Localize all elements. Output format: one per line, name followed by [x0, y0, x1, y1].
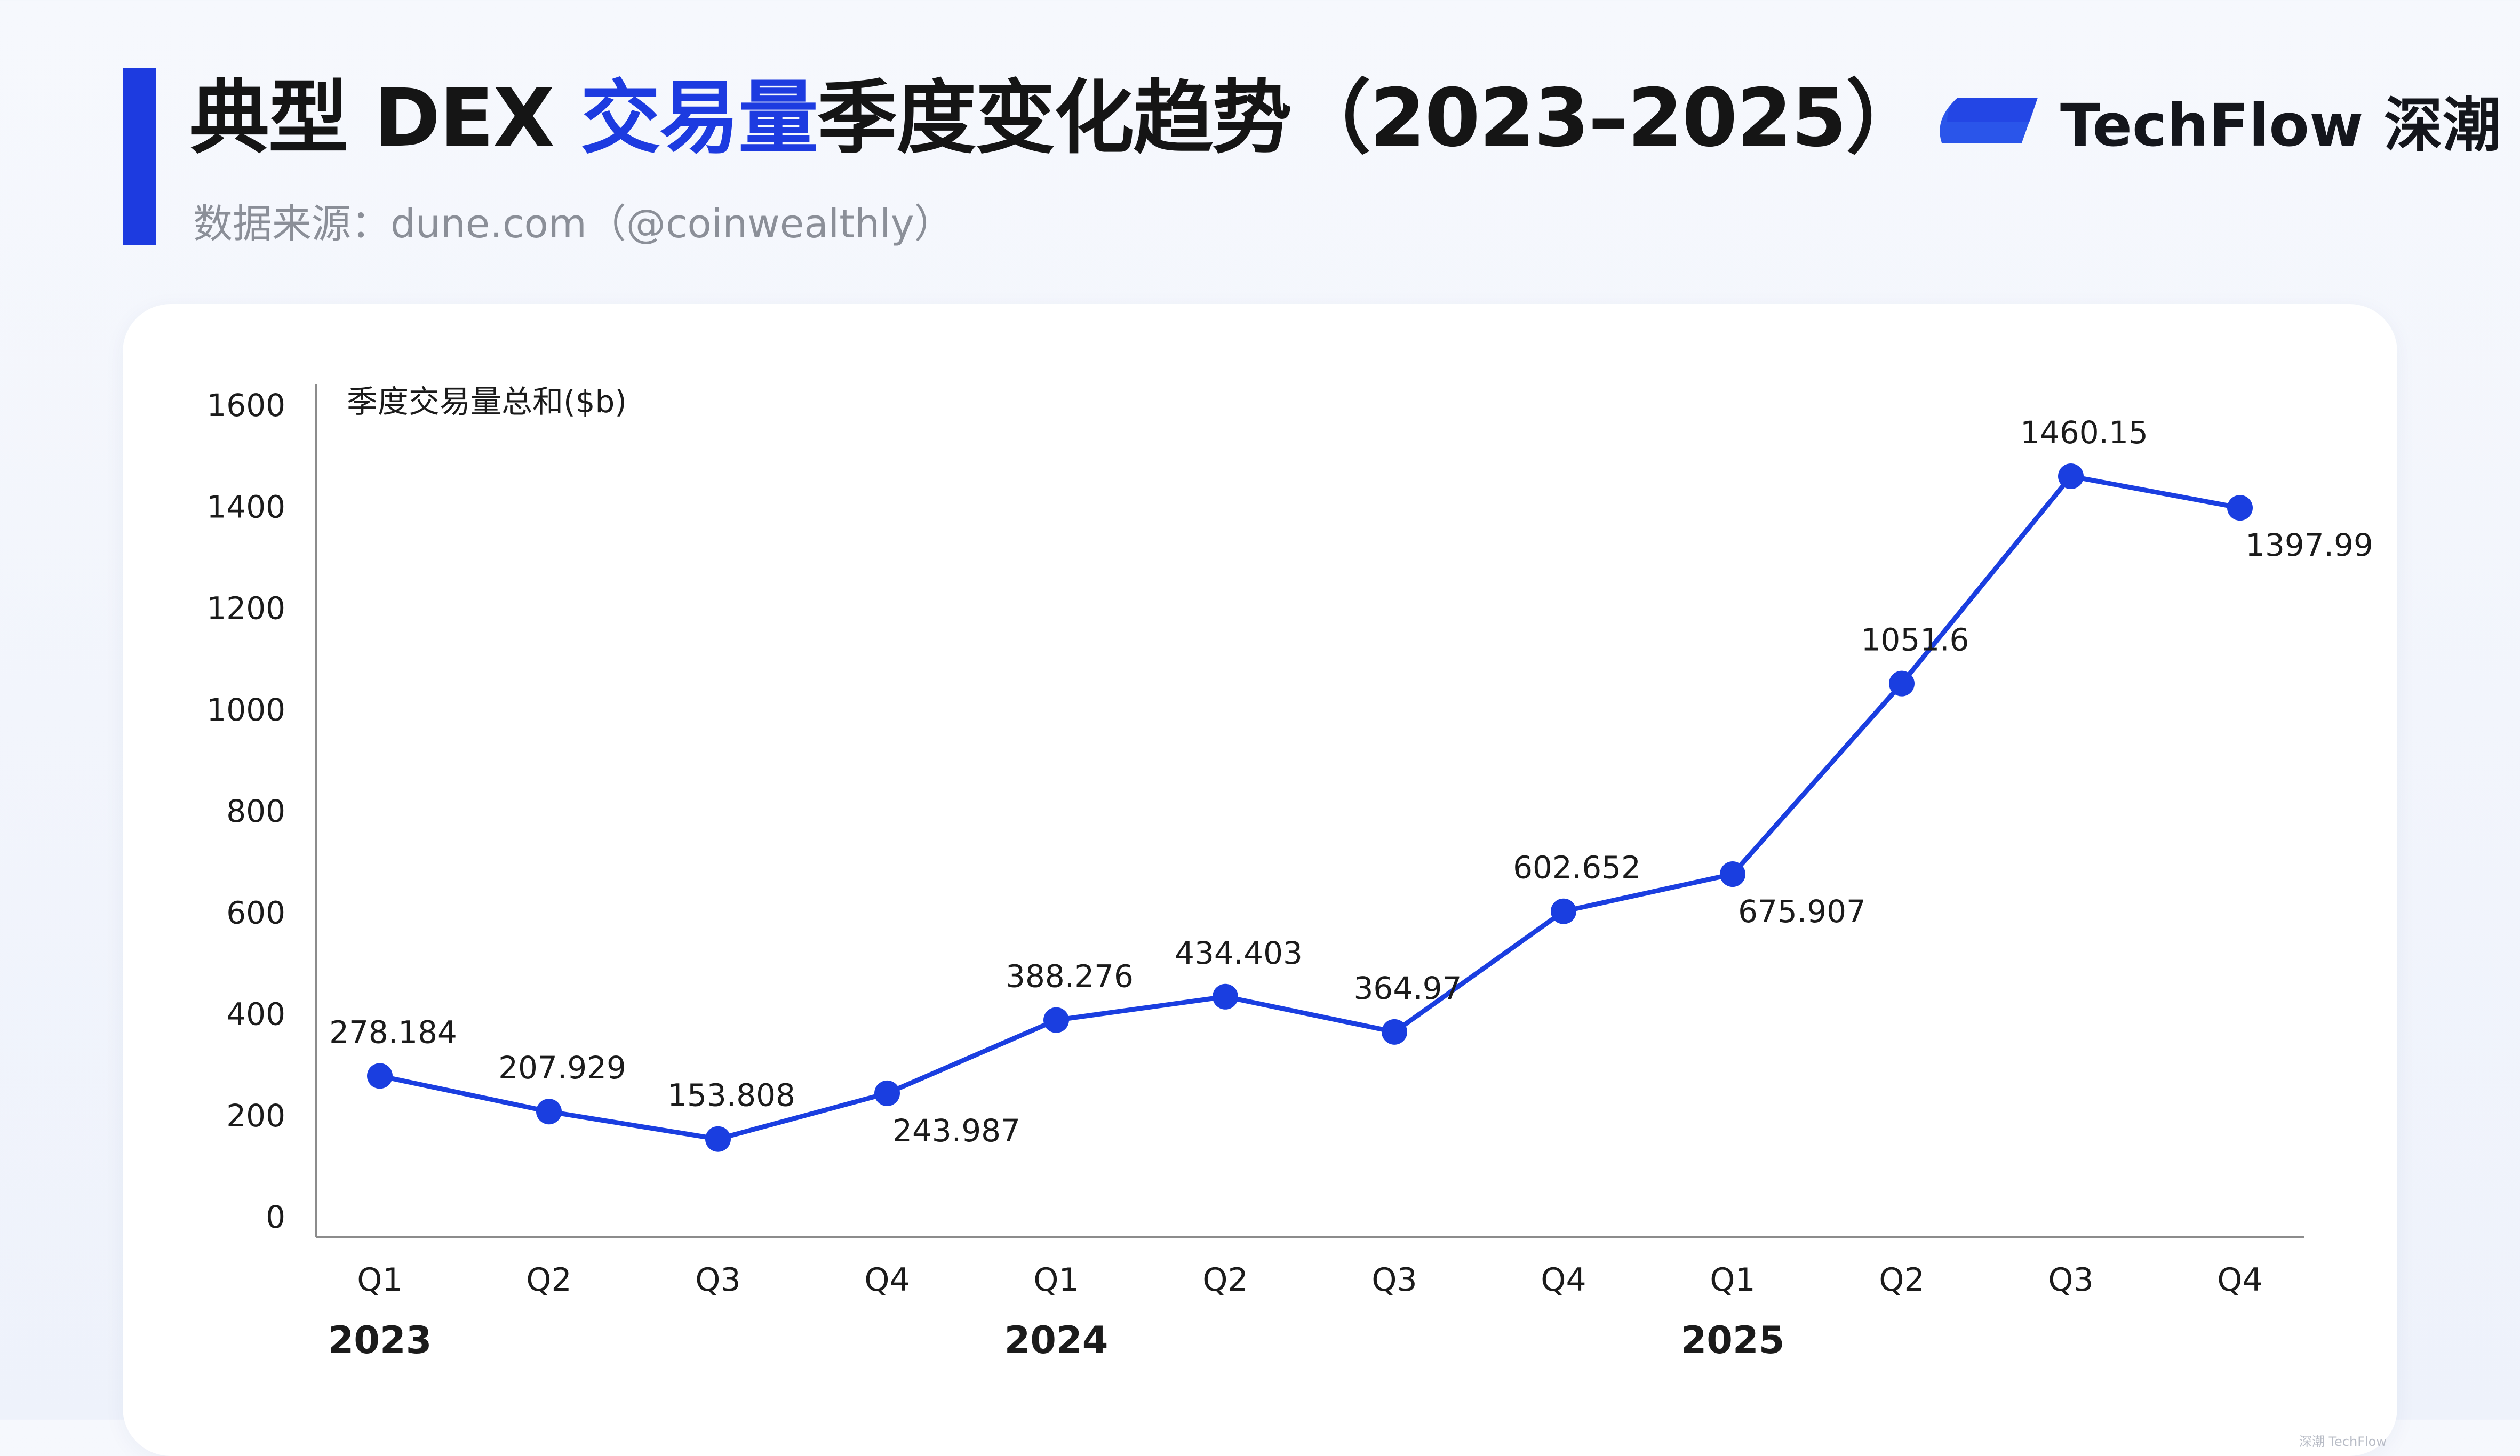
x-tick-label: Q2 — [1879, 1261, 1924, 1299]
data-label: 1460.15 — [2020, 414, 2148, 451]
year-label: 2025 — [1681, 1318, 1785, 1362]
techflow-logo: TechFlow 深潮 — [1936, 77, 2501, 163]
y-tick-label: 1000 — [206, 692, 285, 728]
title-accent-bar — [123, 68, 156, 245]
data-labels: 278.184 207.929 153.808 243.987 388.276 434.4… — [329, 414, 2373, 1149]
techflow-logo-icon — [1940, 97, 2038, 143]
x-tick-label: Q1 — [1033, 1261, 1079, 1299]
data-label: 675.907 — [1738, 893, 1866, 930]
data-label: 243.987 — [892, 1113, 1020, 1149]
data-point — [1043, 1007, 1069, 1033]
y-axis-ticks: 0 200 400 600 800 1000 1200 1400 1600 — [206, 387, 285, 1235]
data-point — [367, 1063, 393, 1089]
year-label: 2024 — [1004, 1318, 1109, 1362]
x-tick-label: Q3 — [695, 1261, 740, 1299]
data-label: 153.808 — [667, 1077, 795, 1114]
series-line-group — [377, 474, 2243, 1142]
x-tick-label: Q4 — [864, 1261, 910, 1299]
line-chart: 0 200 400 600 800 1000 1200 1400 1600 季度交易量总和($b… — [206, 383, 2373, 1362]
data-point — [536, 1099, 562, 1125]
watermark: 深潮 TechFlow — [2299, 1434, 2387, 1449]
data-label: 1051.6 — [1861, 622, 1969, 658]
brand-name: TechFlow 深潮 — [2060, 91, 2501, 159]
data-point — [705, 1126, 731, 1152]
data-point — [1720, 861, 1745, 887]
x-tick-label: Q2 — [1202, 1261, 1248, 1299]
x-tick-label: Q4 — [2217, 1261, 2262, 1299]
data-label: 278.184 — [329, 1014, 457, 1050]
title-highlight: 交易量 — [580, 72, 818, 165]
data-point — [2227, 495, 2253, 521]
x-tick-label: Q3 — [1371, 1261, 1417, 1299]
data-point — [2058, 463, 2084, 490]
y-axis-label: 季度交易量总和($b) — [347, 383, 627, 420]
data-label: 434.403 — [1175, 935, 1303, 971]
data-point — [1382, 1019, 1407, 1045]
x-tick-label: Q3 — [2048, 1261, 2093, 1299]
x-tick-label: Q2 — [526, 1261, 571, 1299]
data-label: 388.276 — [1006, 958, 1134, 995]
data-point — [1889, 670, 1915, 697]
data-source-subtitle: 数据来源：dune.com（@coinwealthly） — [193, 201, 954, 247]
x-tick-label: Q1 — [357, 1261, 402, 1299]
data-label: 364.97 — [1354, 970, 1462, 1006]
chart-card: 0 200 400 600 800 1000 1200 1400 1600 季度交易量总和($b… — [123, 304, 2397, 1456]
x-tick-label: Q4 — [1541, 1261, 1586, 1299]
y-tick-label: 1600 — [206, 387, 285, 423]
data-label: 207.929 — [498, 1050, 626, 1086]
y-tick-label: 1200 — [206, 590, 285, 627]
data-points — [367, 463, 2253, 1152]
y-tick-label: 800 — [226, 793, 285, 829]
y-tick-label: 1400 — [206, 489, 285, 525]
data-label: 602.652 — [1513, 850, 1641, 886]
x-tick-label: Q1 — [1710, 1261, 1755, 1299]
series-line — [377, 474, 2243, 1142]
y-tick-label: 600 — [226, 894, 285, 931]
page-title: 典型 DEX 交易量季度变化趋势（2023–2025） — [189, 72, 1926, 165]
data-point — [1213, 983, 1238, 1010]
y-tick-label: 0 — [266, 1199, 285, 1235]
data-point — [1551, 898, 1576, 924]
y-tick-label: 200 — [226, 1098, 285, 1134]
chart-axes — [315, 384, 2304, 1238]
data-label: 1397.99 — [2245, 527, 2373, 563]
x-axis-ticks: Q1 Q2 Q3 Q4 Q1 Q2 Q3 Q4 Q1 Q2 Q3 Q4 — [357, 1261, 2262, 1299]
year-label: 2023 — [328, 1318, 432, 1362]
y-tick-label: 400 — [226, 996, 285, 1033]
year-labels: 2023 2024 2025 — [328, 1318, 1785, 1362]
data-point — [874, 1080, 900, 1106]
